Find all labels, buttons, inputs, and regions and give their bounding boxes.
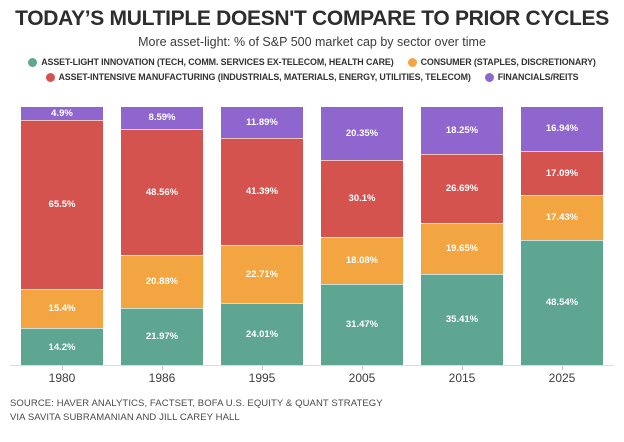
bar-segment: 65.5%: [21, 119, 103, 289]
bar-2015: 18.25% 26.69% 19.65% 35.41%: [421, 107, 503, 366]
bar-segment: 31.47%: [321, 283, 403, 366]
bar-segment: 14.2%: [21, 328, 103, 366]
chart-subtitle: More asset-light: % of S&P 500 market ca…: [138, 35, 486, 50]
legend-item: FINANCIALS/REITS: [484, 72, 579, 83]
tick-cell: [521, 366, 603, 371]
legend-dot-icon: [407, 57, 417, 67]
legend-item: ASSET-INTENSIVE MANUFACTURING (INDUSTRIA…: [45, 72, 471, 83]
segment-value-label: 11.89%: [246, 116, 278, 128]
legend-item: ASSET-LIGHT INNOVATION (TECH, COMM. SERV…: [28, 57, 394, 68]
segment-value-label: 48.56%: [145, 186, 179, 198]
legend-dot-icon: [28, 57, 38, 67]
bar-2025: 16.94% 17.09% 17.43% 48.54%: [521, 107, 603, 366]
x-axis-label: 1995: [248, 371, 276, 386]
bar-segment: 15.4%: [21, 288, 103, 329]
segment-value-label: 41.39%: [245, 185, 279, 197]
segment-value-label: 16.94%: [545, 123, 579, 135]
bars-area: 4.9% 65.5% 15.4% 14.2% 8.59% 48.56% 20.88% 21.9…: [0, 107, 624, 366]
segment-value-label: 17.09%: [545, 167, 579, 179]
tick-cell: [321, 366, 403, 371]
stacked-bar-chart: 4.9% 65.5% 15.4% 14.2% 8.59% 48.56% 20.88% 21.9…: [0, 107, 624, 385]
legend-row-2: ASSET-INTENSIVE MANUFACTURING (INDUSTRIA…: [0, 72, 624, 82]
bar-segment: 17.43%: [521, 194, 603, 240]
chart-title: TODAY’S MULTIPLE DOESN'T COMPARE TO PRIO…: [15, 7, 609, 30]
bar-segment: 22.71%: [221, 244, 303, 304]
bar-segment: 18.25%: [421, 107, 503, 155]
segment-value-label: 26.69%: [445, 183, 479, 195]
legend-label: ASSET-INTENSIVE MANUFACTURING (INDUSTRIA…: [58, 72, 471, 83]
bar-1995: 11.89% 41.39% 22.71% 24.01%: [221, 107, 303, 366]
bar-segment: 4.9%: [21, 107, 103, 120]
tick-cell: [421, 366, 503, 371]
axis-tick: [561, 366, 563, 371]
axis-tick: [61, 366, 63, 371]
bar-segment: 11.89%: [221, 107, 303, 138]
segment-value-label: 31.47%: [345, 319, 379, 331]
bar-segment: 17.09%: [521, 150, 603, 195]
segment-value-label: 35.41%: [445, 314, 479, 326]
bar-segment: 16.94%: [521, 107, 603, 151]
bar-segment: 41.39%: [221, 137, 303, 245]
segment-value-label: 20.35%: [345, 127, 379, 139]
legend-dot-icon: [484, 72, 494, 82]
bar-segment: 20.88%: [121, 254, 203, 309]
x-axis-line: [10, 365, 614, 367]
bar-1986: 8.59% 48.56% 20.88% 21.97%: [121, 107, 203, 366]
segment-value-label: 15.4%: [48, 303, 76, 315]
x-axis-label: 2005: [348, 371, 376, 386]
tick-cell: [121, 366, 203, 371]
legend-item: CONSUMER (STAPLES, DISCRETIONARY): [407, 57, 596, 68]
x-axis-ticks: [0, 366, 624, 371]
tick-cell: [21, 366, 103, 371]
segment-value-label: 21.97%: [145, 331, 179, 343]
segment-value-label: 22.71%: [245, 268, 279, 280]
x-axis-label: 1980: [48, 371, 76, 386]
source-note: SOURCE: HAVER ANALYTICS, FACTSET, BOFA U…: [10, 397, 624, 425]
tick-cell: [221, 366, 303, 371]
bar-segment: 8.59%: [121, 107, 203, 130]
bar-segment: 18.08%: [321, 237, 403, 284]
bar-segment: 24.01%: [221, 303, 303, 366]
segment-value-label: 4.9%: [51, 107, 73, 119]
x-axis-label: 1986: [148, 371, 176, 386]
axis-tick: [361, 366, 363, 371]
segment-value-label: 20.88%: [145, 276, 179, 288]
bar-segment: 21.97%: [121, 308, 203, 366]
x-axis-labels: 1980 1986 1995 2005 2015 2025: [0, 371, 624, 385]
segment-value-label: 18.25%: [445, 124, 479, 136]
segment-value-label: 18.08%: [345, 255, 379, 267]
segment-value-label: 8.59%: [148, 112, 176, 124]
segment-value-label: 19.65%: [445, 243, 479, 255]
bar-segment: 20.35%: [321, 107, 403, 160]
legend-label: CONSUMER (STAPLES, DISCRETIONARY): [420, 57, 596, 68]
segment-value-label: 30.1%: [348, 193, 376, 205]
segment-value-label: 24.01%: [245, 328, 279, 340]
legend: ASSET-LIGHT INNOVATION (TECH, COMM. SERV…: [0, 57, 624, 82]
segment-value-label: 65.5%: [48, 198, 76, 210]
segment-value-label: 14.2%: [48, 341, 76, 353]
source-line-1: SOURCE: HAVER ANALYTICS, FACTSET, BOFA U…: [10, 398, 383, 410]
legend-label: ASSET-LIGHT INNOVATION (TECH, COMM. SERV…: [41, 57, 394, 68]
segment-value-label: 17.43%: [545, 212, 579, 224]
legend-label: FINANCIALS/REITS: [497, 72, 579, 83]
axis-tick: [161, 366, 163, 371]
bar-segment: 30.1%: [321, 159, 403, 238]
segment-value-label: 48.54%: [545, 297, 579, 309]
bar-segment: 19.65%: [421, 223, 503, 274]
axis-tick: [461, 366, 463, 371]
x-axis-label: 2015: [448, 371, 476, 386]
bar-segment: 48.56%: [121, 129, 203, 255]
legend-row-1: ASSET-LIGHT INNOVATION (TECH, COMM. SERV…: [0, 57, 624, 67]
bar-segment: 26.69%: [421, 154, 503, 224]
x-axis-label: 2025: [548, 371, 576, 386]
bar-1980: 4.9% 65.5% 15.4% 14.2%: [21, 107, 103, 366]
bar-segment: 48.54%: [521, 239, 603, 366]
bar-2005: 20.35% 30.1% 18.08% 31.47%: [321, 107, 403, 366]
legend-dot-icon: [45, 72, 55, 82]
bar-segment: 35.41%: [421, 273, 503, 366]
axis-tick: [261, 366, 263, 371]
source-line-2: VIA SAVITA SUBRAMANIAN AND JILL CAREY HA…: [10, 411, 240, 423]
